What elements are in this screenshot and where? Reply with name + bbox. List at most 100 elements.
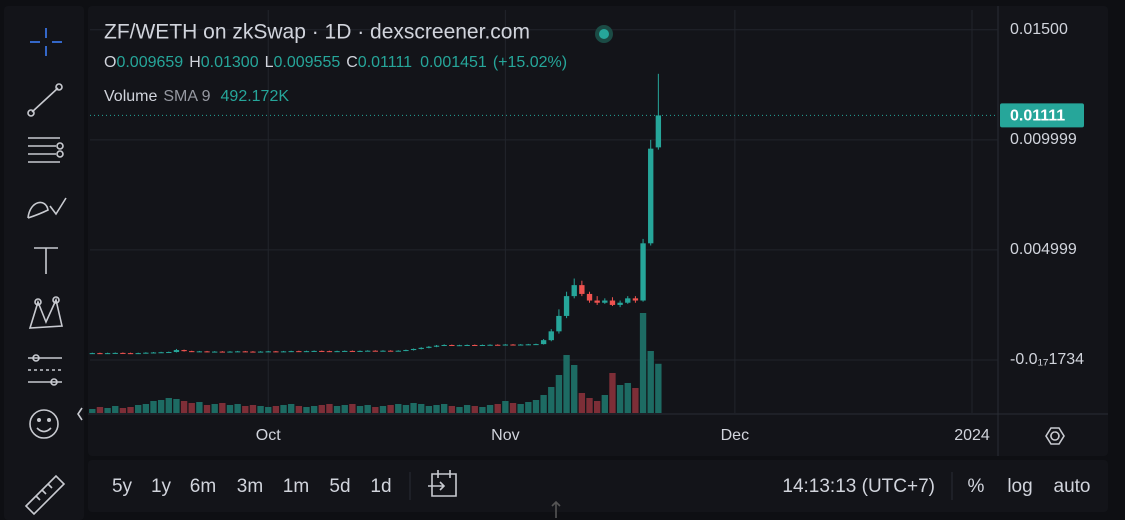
volume-bar [242,406,249,413]
volume-bar [655,363,662,413]
emoji-tool[interactable] [29,409,59,439]
timeframe-button[interactable]: 1y [151,476,172,497]
volume-bar [471,406,478,413]
candle-body [127,353,134,355]
volume-bar [310,406,318,413]
volume-bar [609,373,616,413]
volume-bar [333,406,341,413]
candle-body [456,345,463,347]
candle-body [464,344,470,346]
timeframe-button[interactable]: 1m [283,476,309,497]
goto-date-icon[interactable] [428,470,457,497]
candle-body [219,351,226,353]
candle-body [158,352,164,354]
change-value: 0.001451 [420,54,487,71]
ohlc-letter: L [265,54,274,71]
volume-bar [157,400,165,413]
crosshair-tool[interactable] [30,28,62,56]
volume-bar [402,405,410,413]
timeframe-button[interactable]: 5d [329,476,350,497]
legend: ZF/WETH on zkSwap · 1D · dexscreener.com [104,21,530,44]
volume-bar [540,395,547,413]
candle-body [502,344,509,346]
candle-body [609,300,616,305]
candle-body [173,350,180,353]
candle-body [143,352,149,354]
scale-option[interactable]: auto [1054,476,1091,497]
volume-bar [532,400,540,413]
candle-body [410,348,417,351]
volume-bar [288,404,295,413]
candle-body [387,350,394,352]
volume-bar [150,401,157,413]
timeframe-button[interactable]: 6m [190,476,216,497]
volume-bar [578,393,586,413]
candle-body [342,350,348,352]
grid [90,10,998,413]
volume-bar [127,407,134,413]
scale-option[interactable]: log [1007,476,1032,497]
candle-body [349,350,356,352]
volume-bar [479,407,486,413]
y-tick-label: 0.004999 [1010,241,1077,258]
scroll-hint [551,500,561,518]
volume-bar [165,398,172,413]
timeframe-button[interactable]: 3m [237,476,263,497]
candle-body [234,351,241,353]
volume-bar [96,407,104,413]
candle-body [280,351,287,353]
scale-option[interactable]: % [968,476,985,497]
volume-bar [112,406,119,413]
timeframe-button[interactable]: 5y [112,476,133,497]
volume-bar [410,403,417,413]
text-tool[interactable] [34,247,58,274]
volume-bar [142,404,150,413]
volume-bar [104,408,111,413]
volume-bar [265,407,272,413]
trendline-tool[interactable] [27,83,63,117]
timeframe-button[interactable]: 1d [370,476,391,497]
volume-bar [203,405,211,413]
volume-bar [632,388,639,413]
fib-tool[interactable] [28,137,64,163]
volume-bar [349,404,356,413]
volume-bar [295,406,303,413]
volume-bar [318,405,325,413]
volume-bar [249,405,257,413]
volume-bar [395,404,402,413]
brush-tool[interactable] [27,197,67,219]
volume-bar [326,404,333,413]
volume-bar [433,405,440,413]
pattern-tool[interactable] [28,296,63,329]
volume-bar [272,406,280,413]
bottom-panel [88,460,1108,512]
candle-body [548,331,554,341]
ohlc-letter: O [104,54,116,71]
measure-tool[interactable] [28,354,62,386]
volume-label: Volume [104,88,157,105]
volume-bar [180,401,188,413]
candle-body [579,285,585,294]
volume-bar [639,313,647,413]
candle-body [166,352,172,354]
candle-body [479,344,486,346]
volume-bar [624,383,631,413]
volume-bar [509,403,517,413]
change-percent: (+15.02%) [493,54,567,71]
ruler-tool[interactable] [24,474,66,516]
ohlc-value: 0.01111 [358,54,412,71]
volume-bar [303,407,310,413]
ohlc-letter: C [346,54,358,71]
toolbar-icons[interactable] [24,28,1065,518]
settings-icon[interactable] [1045,427,1065,445]
volume-value: 492.172K [221,88,290,105]
volume-bar [341,405,348,413]
collapse-toggle[interactable] [77,407,83,421]
volume-bar [463,405,471,413]
plot [89,73,998,413]
volume-bar [563,355,570,413]
candle-body [533,344,539,346]
volume-bar [226,405,234,413]
volume-bar [502,401,509,413]
